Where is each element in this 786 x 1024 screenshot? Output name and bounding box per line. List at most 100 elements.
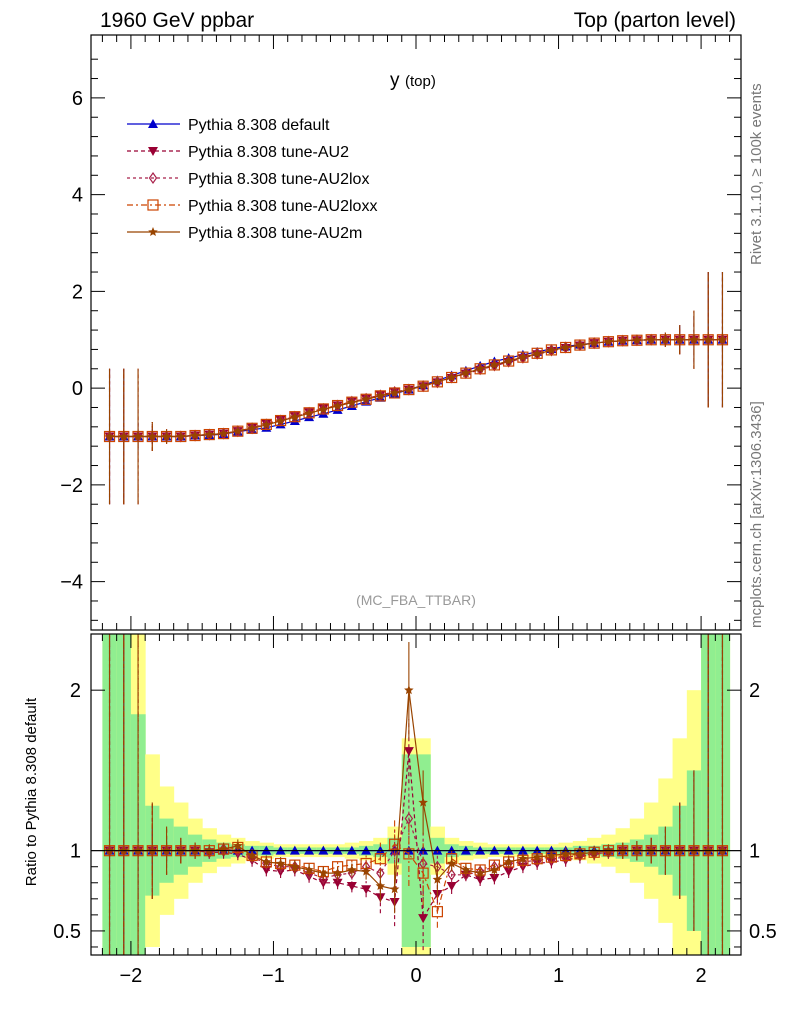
ratio-point [560, 848, 571, 858]
data-point [247, 423, 257, 433]
watermark-label: (MC_FBA_TTBAR) [356, 592, 476, 608]
ratio-point [404, 685, 414, 695]
ratio-point [275, 858, 286, 868]
ratio-point [418, 797, 428, 807]
ratio-point [261, 856, 272, 866]
data-point [517, 351, 529, 363]
ratio-point [374, 853, 386, 865]
header-left-label: 1960 GeV ppbar [100, 9, 254, 32]
data-point [260, 418, 272, 431]
data-point [589, 338, 599, 348]
data-point [717, 334, 728, 344]
main-series-layer [103, 272, 729, 505]
ratio-point [446, 858, 457, 868]
legend-marker [147, 199, 159, 211]
ratio-point [503, 856, 514, 866]
legend-entry: Pythia 8.308 tune-AU2 [188, 144, 349, 161]
ratio-point [318, 868, 329, 878]
x-tick-label: −1 [262, 965, 285, 987]
rivet-label: Rivet 3.1.10, ≥ 100k events [748, 83, 765, 265]
ratio-point [518, 853, 528, 863]
data-point [332, 399, 344, 412]
data-point [176, 431, 186, 441]
main-title-sub: (top) [405, 73, 436, 90]
legend-marker [148, 227, 158, 236]
mcplots-label: mcplots.cern.ch [arXiv:1306.3436] [748, 401, 765, 628]
ratio-point [446, 881, 457, 891]
data-point [617, 335, 628, 345]
data-point [190, 430, 200, 440]
ratio-point [475, 875, 486, 885]
ratio-point [347, 864, 357, 874]
data-point [360, 393, 372, 405]
data-point [446, 372, 457, 382]
data-point [246, 422, 258, 434]
data-point [361, 394, 371, 404]
x-tick-label: 1 [553, 965, 564, 987]
data-point [346, 396, 358, 408]
ratio-point [389, 838, 401, 850]
ratio-point [461, 864, 471, 874]
data-point [503, 356, 514, 366]
ratio-y-tick-label-left: 1 [70, 841, 81, 863]
data-point [560, 342, 571, 352]
data-point [575, 340, 585, 350]
data-point [317, 403, 329, 415]
ratio-point [346, 881, 357, 891]
ratio-y-tick-label-right: 2 [749, 680, 760, 702]
header-right-label: Top (parton level) [574, 9, 736, 32]
main-y-tick-label: 0 [72, 378, 83, 400]
data-point [646, 334, 656, 344]
data-point [303, 407, 315, 419]
ratio-point [417, 867, 429, 879]
data-point [603, 336, 614, 346]
ratio-point [431, 906, 443, 918]
data-point [133, 431, 143, 441]
ratio-point [247, 850, 257, 860]
ratio-point [290, 861, 300, 871]
ratio-y-tick-label-left: 0.5 [53, 921, 81, 943]
ratio-point [332, 878, 343, 888]
x-tick-label: 0 [410, 965, 421, 987]
data-point [518, 352, 528, 362]
data-point [632, 335, 642, 345]
data-point [275, 416, 286, 426]
ratio-axes: 0.5 0.5 1 1 2 2 −2 −1 0 1 2 [53, 633, 777, 987]
data-point [332, 401, 343, 411]
ratio-point [532, 852, 542, 862]
data-point [532, 348, 542, 358]
ratio-point [447, 868, 456, 881]
data-point [546, 345, 557, 355]
ratio-point [361, 866, 371, 876]
data-point [304, 408, 314, 418]
ratio-point [546, 850, 557, 860]
main-plot-area [91, 35, 741, 630]
legend-entry: Pythia 8.308 tune-AU2loxx [188, 198, 377, 215]
data-point [660, 334, 671, 344]
data-point [403, 383, 415, 396]
data-point [374, 390, 386, 402]
ratio-y-axis-label: Ratio to Pythia 8.308 default [23, 697, 40, 886]
data-point [289, 411, 301, 423]
data-point [418, 380, 428, 390]
main-y-tick-label: −2 [60, 475, 83, 497]
main-axes: −4 −2 0 2 4 6 [60, 34, 742, 631]
data-point [404, 384, 414, 394]
data-point [318, 404, 329, 414]
data-point [218, 428, 229, 438]
main-y-tick-label: −4 [60, 572, 83, 594]
legend-marker [148, 119, 158, 128]
data-point [261, 419, 272, 429]
data-point [147, 431, 157, 441]
ratio-point [304, 864, 314, 874]
legend: Pythia 8.308 default Pythia 8.308 tune-AU… [127, 117, 377, 242]
data-point [204, 429, 215, 439]
data-point [560, 341, 572, 354]
ratio-y-tick-label-left: 2 [70, 680, 81, 702]
data-point [274, 414, 287, 427]
ratio-point [403, 747, 414, 757]
main-title: y [390, 70, 400, 91]
data-point [390, 385, 399, 399]
data-point [574, 339, 586, 351]
